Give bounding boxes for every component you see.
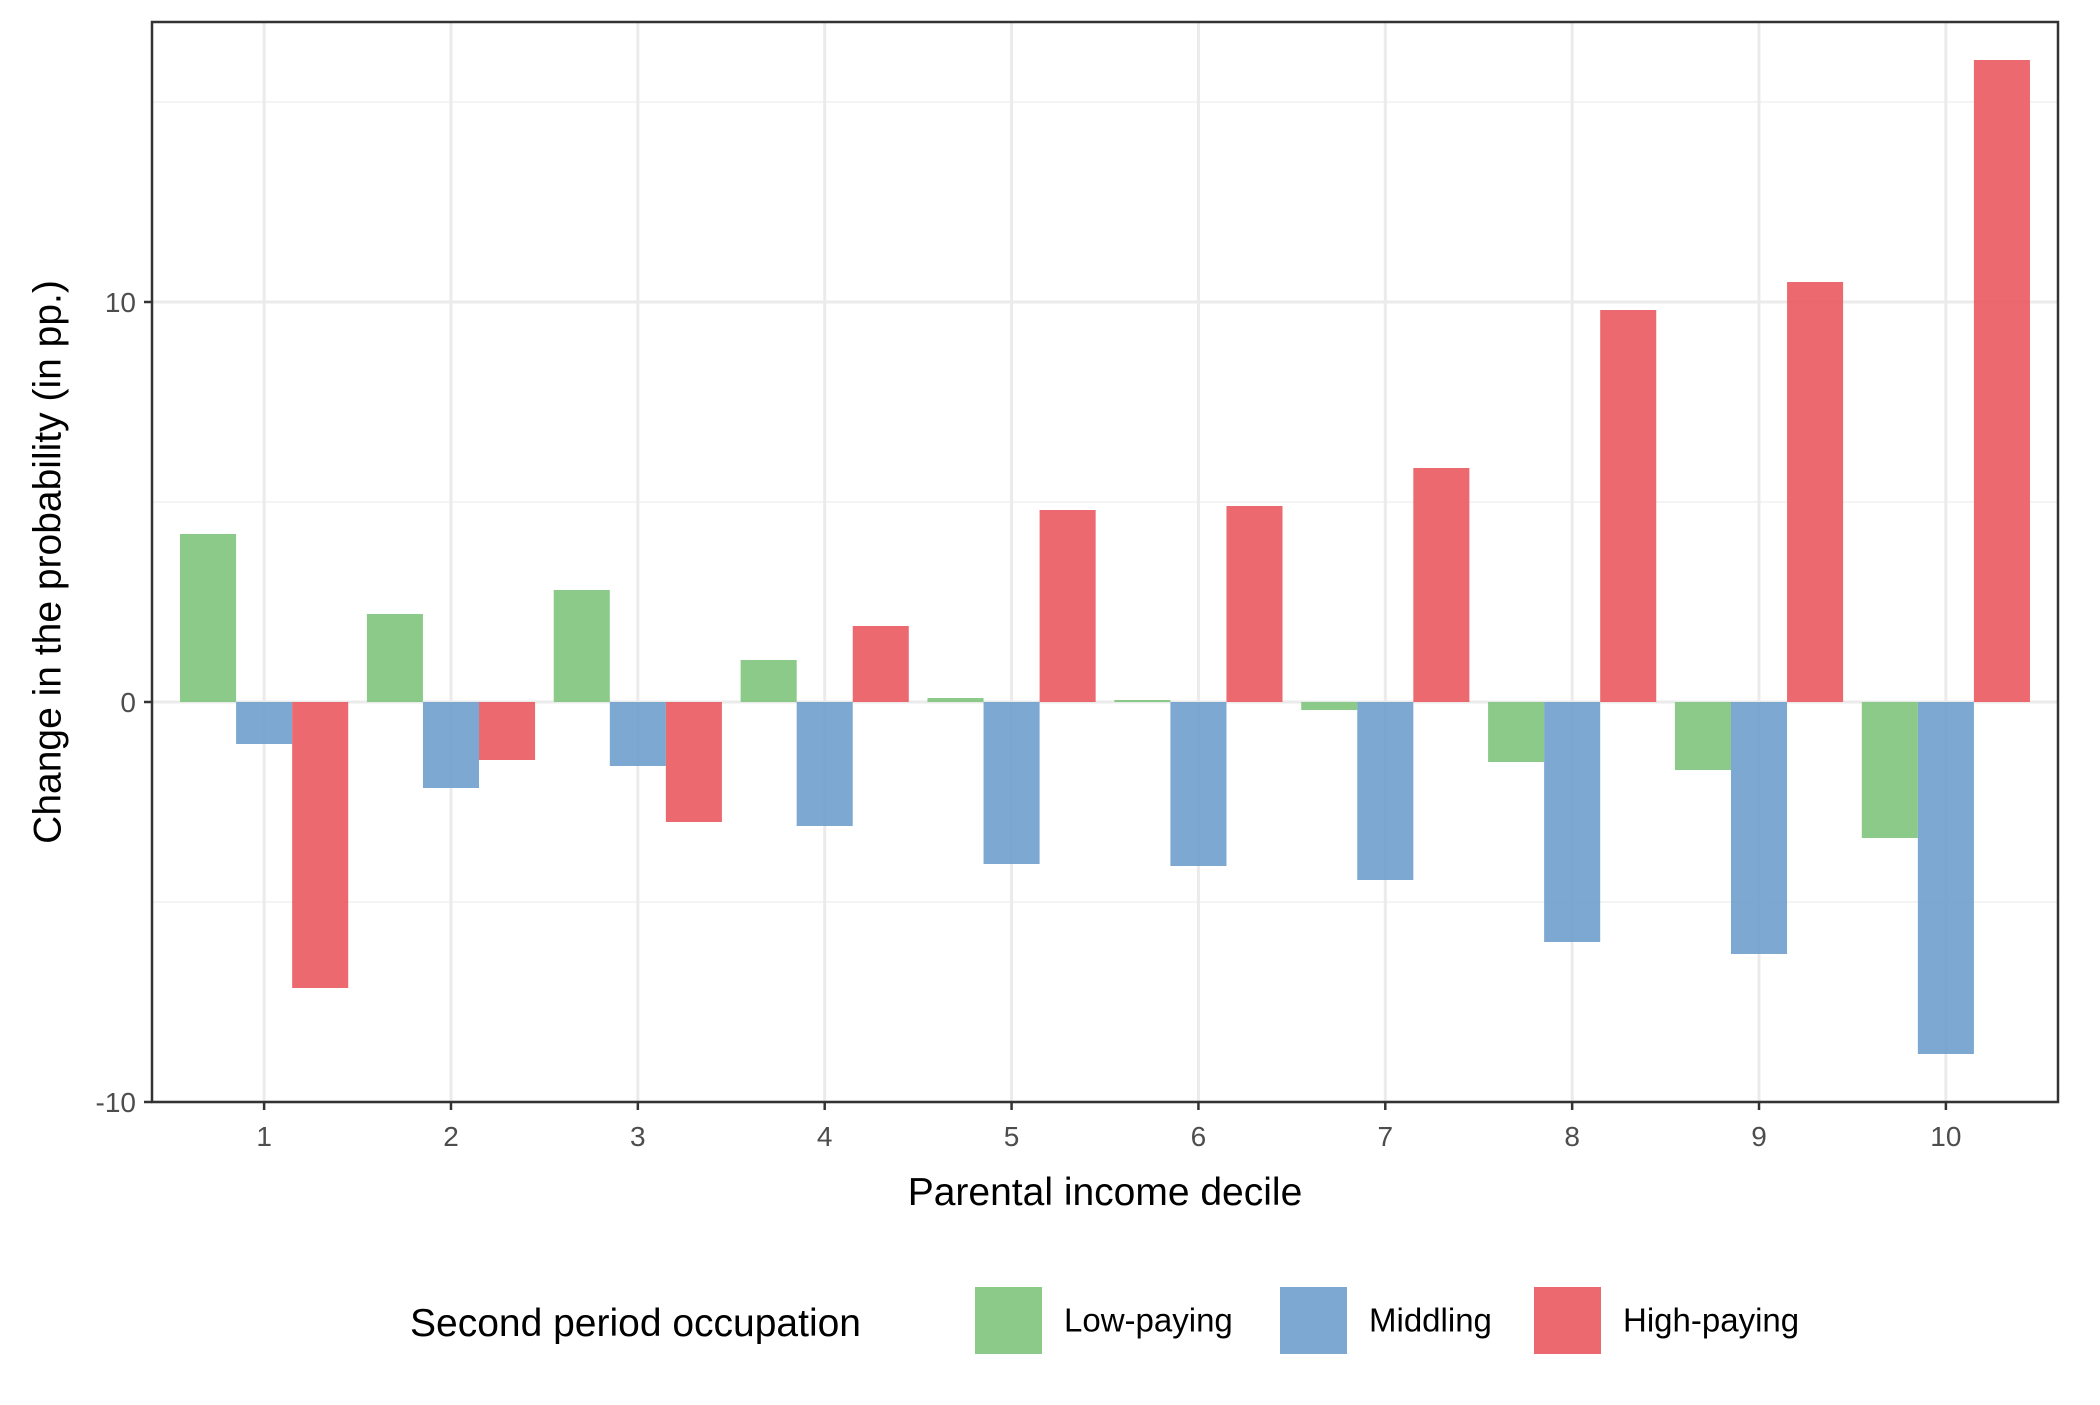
bar-low-paying-10 (1861, 702, 1918, 838)
x-axis-title: Parental income decile (908, 1171, 1303, 1214)
bar-high-paying-2 (479, 702, 536, 760)
bar-middling-1 (236, 702, 293, 744)
bar-middling-7 (1357, 702, 1414, 880)
bar-high-paying-10 (1973, 60, 2030, 702)
y-axis-title: Change in the probability (in pp.) (26, 280, 69, 844)
bar-high-paying-4 (852, 626, 909, 702)
bar-high-paying-3 (665, 702, 722, 822)
panel-border (150, 20, 2060, 1104)
plot-frame (150, 20, 2060, 1104)
bar-low-paying-1 (180, 534, 237, 702)
bar-middling-9 (1730, 702, 1788, 954)
bar-high-paying-8 (1600, 310, 1657, 702)
legend-label-middling: Middling (1369, 1302, 1492, 1339)
bar-low-paying-5 (927, 698, 984, 702)
bar-low-paying-4 (740, 660, 797, 702)
y-tick-label: 10 (105, 287, 136, 318)
bar-low-paying-3 (553, 590, 610, 702)
x-tick-label: 3 (630, 1121, 646, 1152)
x-tick-label: 8 (1564, 1121, 1580, 1152)
y-tick-label: 0 (120, 687, 136, 718)
bar-middling-4 (796, 702, 853, 826)
x-tick-label: 6 (1191, 1121, 1207, 1152)
bars (180, 60, 2030, 1054)
bar-middling-6 (1170, 702, 1227, 866)
bar-low-paying-2 (366, 614, 423, 702)
bar-high-paying-9 (1787, 282, 1844, 702)
bar-high-paying-5 (1039, 510, 1096, 702)
bar-low-paying-9 (1674, 702, 1731, 770)
x-tick-label: 2 (443, 1121, 459, 1152)
bar-low-paying-7 (1301, 702, 1358, 710)
bar-low-paying-8 (1488, 702, 1545, 762)
legend-label-low-paying: Low-paying (1064, 1302, 1233, 1339)
x-tick-label: 4 (817, 1121, 833, 1152)
legend-label-high-paying: High-paying (1623, 1302, 1799, 1339)
x-tick-label: 7 (1378, 1121, 1394, 1152)
legend-key-low-paying (975, 1287, 1042, 1354)
x-tick-label: 5 (1004, 1121, 1020, 1152)
bar-middling-8 (1544, 702, 1601, 942)
legend: Second period occupation Low-paying Middl… (410, 1287, 1799, 1354)
bar-middling-2 (422, 702, 480, 788)
bar-high-paying-6 (1226, 506, 1283, 702)
x-tick-label: 1 (256, 1121, 272, 1152)
bar-low-paying-6 (1114, 700, 1171, 702)
bar-middling-10 (1917, 702, 1974, 1054)
x-tick-label: 9 (1751, 1121, 1767, 1152)
x-tick-label: 10 (1930, 1121, 1961, 1152)
bar-middling-3 (609, 702, 666, 766)
y-tick-label: -10 (96, 1087, 136, 1118)
bar-high-paying-1 (292, 702, 349, 988)
axis-ticks: -10 0 10 1 2 3 4 5 6 7 8 9 10 (96, 287, 1962, 1152)
legend-key-high-paying (1534, 1287, 1601, 1354)
legend-key-middling (1280, 1287, 1347, 1354)
bar-high-paying-7 (1413, 468, 1470, 702)
bar-middling-5 (983, 702, 1040, 864)
legend-title: Second period occupation (410, 1302, 861, 1345)
